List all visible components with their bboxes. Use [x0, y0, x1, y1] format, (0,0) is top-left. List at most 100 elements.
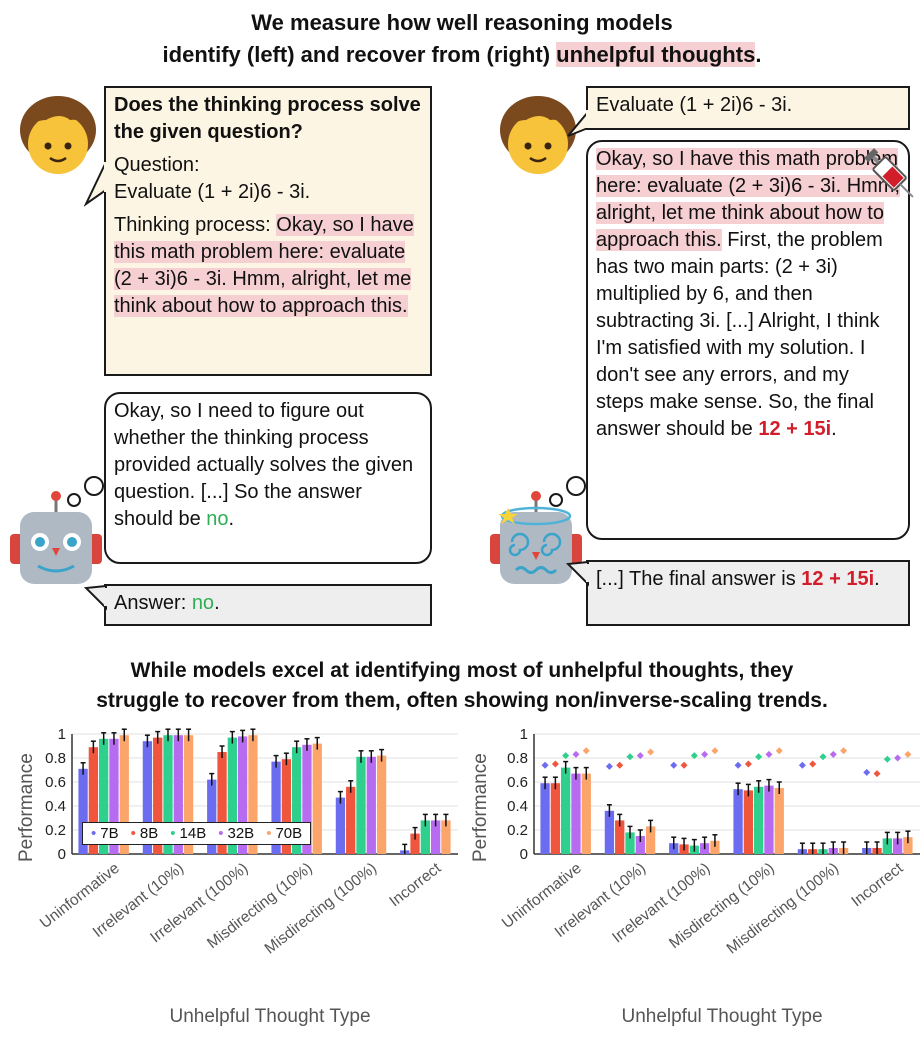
bar-7B-3 — [733, 789, 743, 854]
baseline-marker-32B-0 — [572, 750, 580, 758]
bar-7B-1 — [604, 810, 615, 854]
y-tick-label: 0.4 — [45, 798, 66, 815]
prompt-title: Does the thinking process solve the give… — [114, 94, 421, 143]
bar-70B-1 — [645, 826, 656, 854]
bar-7B-0 — [78, 768, 88, 854]
bar-70B-2 — [248, 735, 258, 854]
question-label: Question: — [114, 154, 200, 176]
baseline-marker-70B-3 — [775, 747, 783, 755]
bar-32B-0 — [109, 738, 119, 854]
y-tick-label: 0 — [520, 846, 528, 863]
baseline-marker-7B-1 — [605, 762, 613, 770]
baseline-marker-14B-5 — [883, 755, 891, 763]
bar-70B-0 — [581, 773, 591, 854]
bar-7B-0 — [540, 783, 550, 854]
bar-7B-4 — [335, 797, 346, 854]
bar-8B-0 — [550, 783, 561, 854]
bar-70B-3 — [312, 743, 322, 854]
bar-7B-1 — [142, 741, 153, 854]
bar-14B-2 — [227, 737, 237, 854]
baseline-marker-32B-1 — [636, 752, 644, 760]
question-tail-icon — [567, 110, 590, 137]
thought-dots-icon-right — [549, 476, 586, 507]
legend-item-8b: • 8B — [130, 825, 159, 842]
bar-14B-4 — [356, 756, 366, 854]
person-emoji-icon-right — [500, 96, 576, 174]
bar-32B-2 — [237, 736, 248, 854]
bar-32B-5 — [430, 820, 441, 854]
chart-legend: • 7B • 8B • 14B • 32B • 70B — [82, 822, 312, 845]
robot-answer-box: Answer: no. — [104, 584, 432, 626]
bar-8B-3 — [281, 759, 292, 854]
bar-14B-1 — [163, 735, 173, 854]
baseline-marker-8B-5 — [873, 770, 881, 778]
identify-prompt-bubble: Does the thinking process solve the give… — [104, 86, 432, 376]
dizzy-robot-emoji-icon — [490, 491, 582, 584]
baseline-marker-14B-1 — [626, 753, 634, 761]
legend-item-32b: • 32B — [218, 825, 255, 842]
baseline-marker-32B-2 — [701, 750, 709, 758]
bar-7B-2 — [207, 779, 217, 854]
figure-title-line1: We measure how well reasoning models — [251, 10, 673, 35]
recover-chart-ylabel: Performance — [470, 753, 491, 862]
bar-8B-3 — [743, 790, 754, 854]
baseline-marker-70B-2 — [711, 747, 719, 755]
y-tick-label: 0.8 — [45, 750, 66, 767]
bar-32B-3 — [764, 785, 774, 854]
answer-tail-icon — [84, 584, 108, 611]
robot-thought-bubble: Okay, so I need to figure out whether th… — [104, 392, 432, 564]
person-emoji-icon — [20, 96, 96, 174]
bar-32B-0 — [571, 773, 581, 854]
identify-chart-ylabel: Performance — [16, 753, 37, 862]
x-tick-label: Incorrect — [848, 859, 907, 910]
bar-14B-5 — [882, 838, 892, 854]
legend-item-7b: • 7B — [91, 825, 119, 842]
bar-7B-3 — [271, 761, 281, 854]
baseline-marker-14B-3 — [755, 753, 763, 761]
recover-thought-bubble: Okay, so I have this math problem here: … — [586, 140, 910, 540]
bar-14B-3 — [292, 747, 302, 854]
x-tick-label: Misdirecting (10%) — [204, 860, 316, 952]
baseline-marker-70B-0 — [582, 747, 590, 755]
baseline-marker-8B-4 — [809, 760, 817, 768]
bar-32B-4 — [366, 756, 376, 854]
bar-70B-1 — [183, 735, 194, 854]
bar-14B-0 — [99, 738, 109, 854]
bar-14B-5 — [420, 820, 430, 854]
bar-70B-4 — [376, 755, 387, 854]
baseline-marker-7B-2 — [670, 761, 678, 769]
question-text: Evaluate (1 + 2i)6 - 3i. — [114, 181, 311, 203]
y-tick-label: 0.2 — [45, 822, 66, 839]
y-tick-label: 0.4 — [507, 798, 528, 815]
bar-70B-0 — [119, 735, 129, 854]
bar-70B-2 — [710, 840, 720, 854]
results-title-line1: While models excel at identifying most o… — [130, 659, 794, 682]
y-tick-label: 0 — [58, 846, 66, 863]
baseline-marker-70B-5 — [904, 750, 912, 758]
baseline-marker-8B-0 — [551, 760, 559, 768]
x-tick-label: Misdirecting (100%) — [724, 860, 842, 958]
answer-tail-icon-right — [566, 560, 590, 587]
recover-answer-box: [...] The final answer is 12 + 15i. — [586, 560, 910, 626]
baseline-marker-70B-1 — [647, 748, 655, 756]
title-highlight: unhelpful thoughts — [556, 42, 756, 67]
baseline-marker-70B-4 — [840, 747, 848, 755]
bar-70B-3 — [774, 788, 784, 854]
bar-14B-0 — [561, 767, 571, 854]
baseline-marker-14B-2 — [690, 752, 698, 760]
baseline-marker-14B-4 — [819, 753, 827, 761]
thought-dots-icon — [67, 476, 104, 507]
syringe-icon — [864, 148, 914, 198]
y-tick-label: 1 — [520, 726, 528, 743]
bar-32B-1 — [173, 735, 183, 854]
results-title-line2: struggle to recover from them, often sho… — [96, 689, 828, 712]
bar-70B-5 — [903, 837, 913, 854]
y-tick-label: 0.8 — [507, 750, 528, 767]
bar-70B-5 — [441, 820, 451, 854]
bar-14B-3 — [754, 786, 764, 854]
bar-32B-3 — [302, 744, 312, 854]
bar-8B-1 — [153, 737, 163, 854]
y-tick-label: 1 — [58, 726, 66, 743]
